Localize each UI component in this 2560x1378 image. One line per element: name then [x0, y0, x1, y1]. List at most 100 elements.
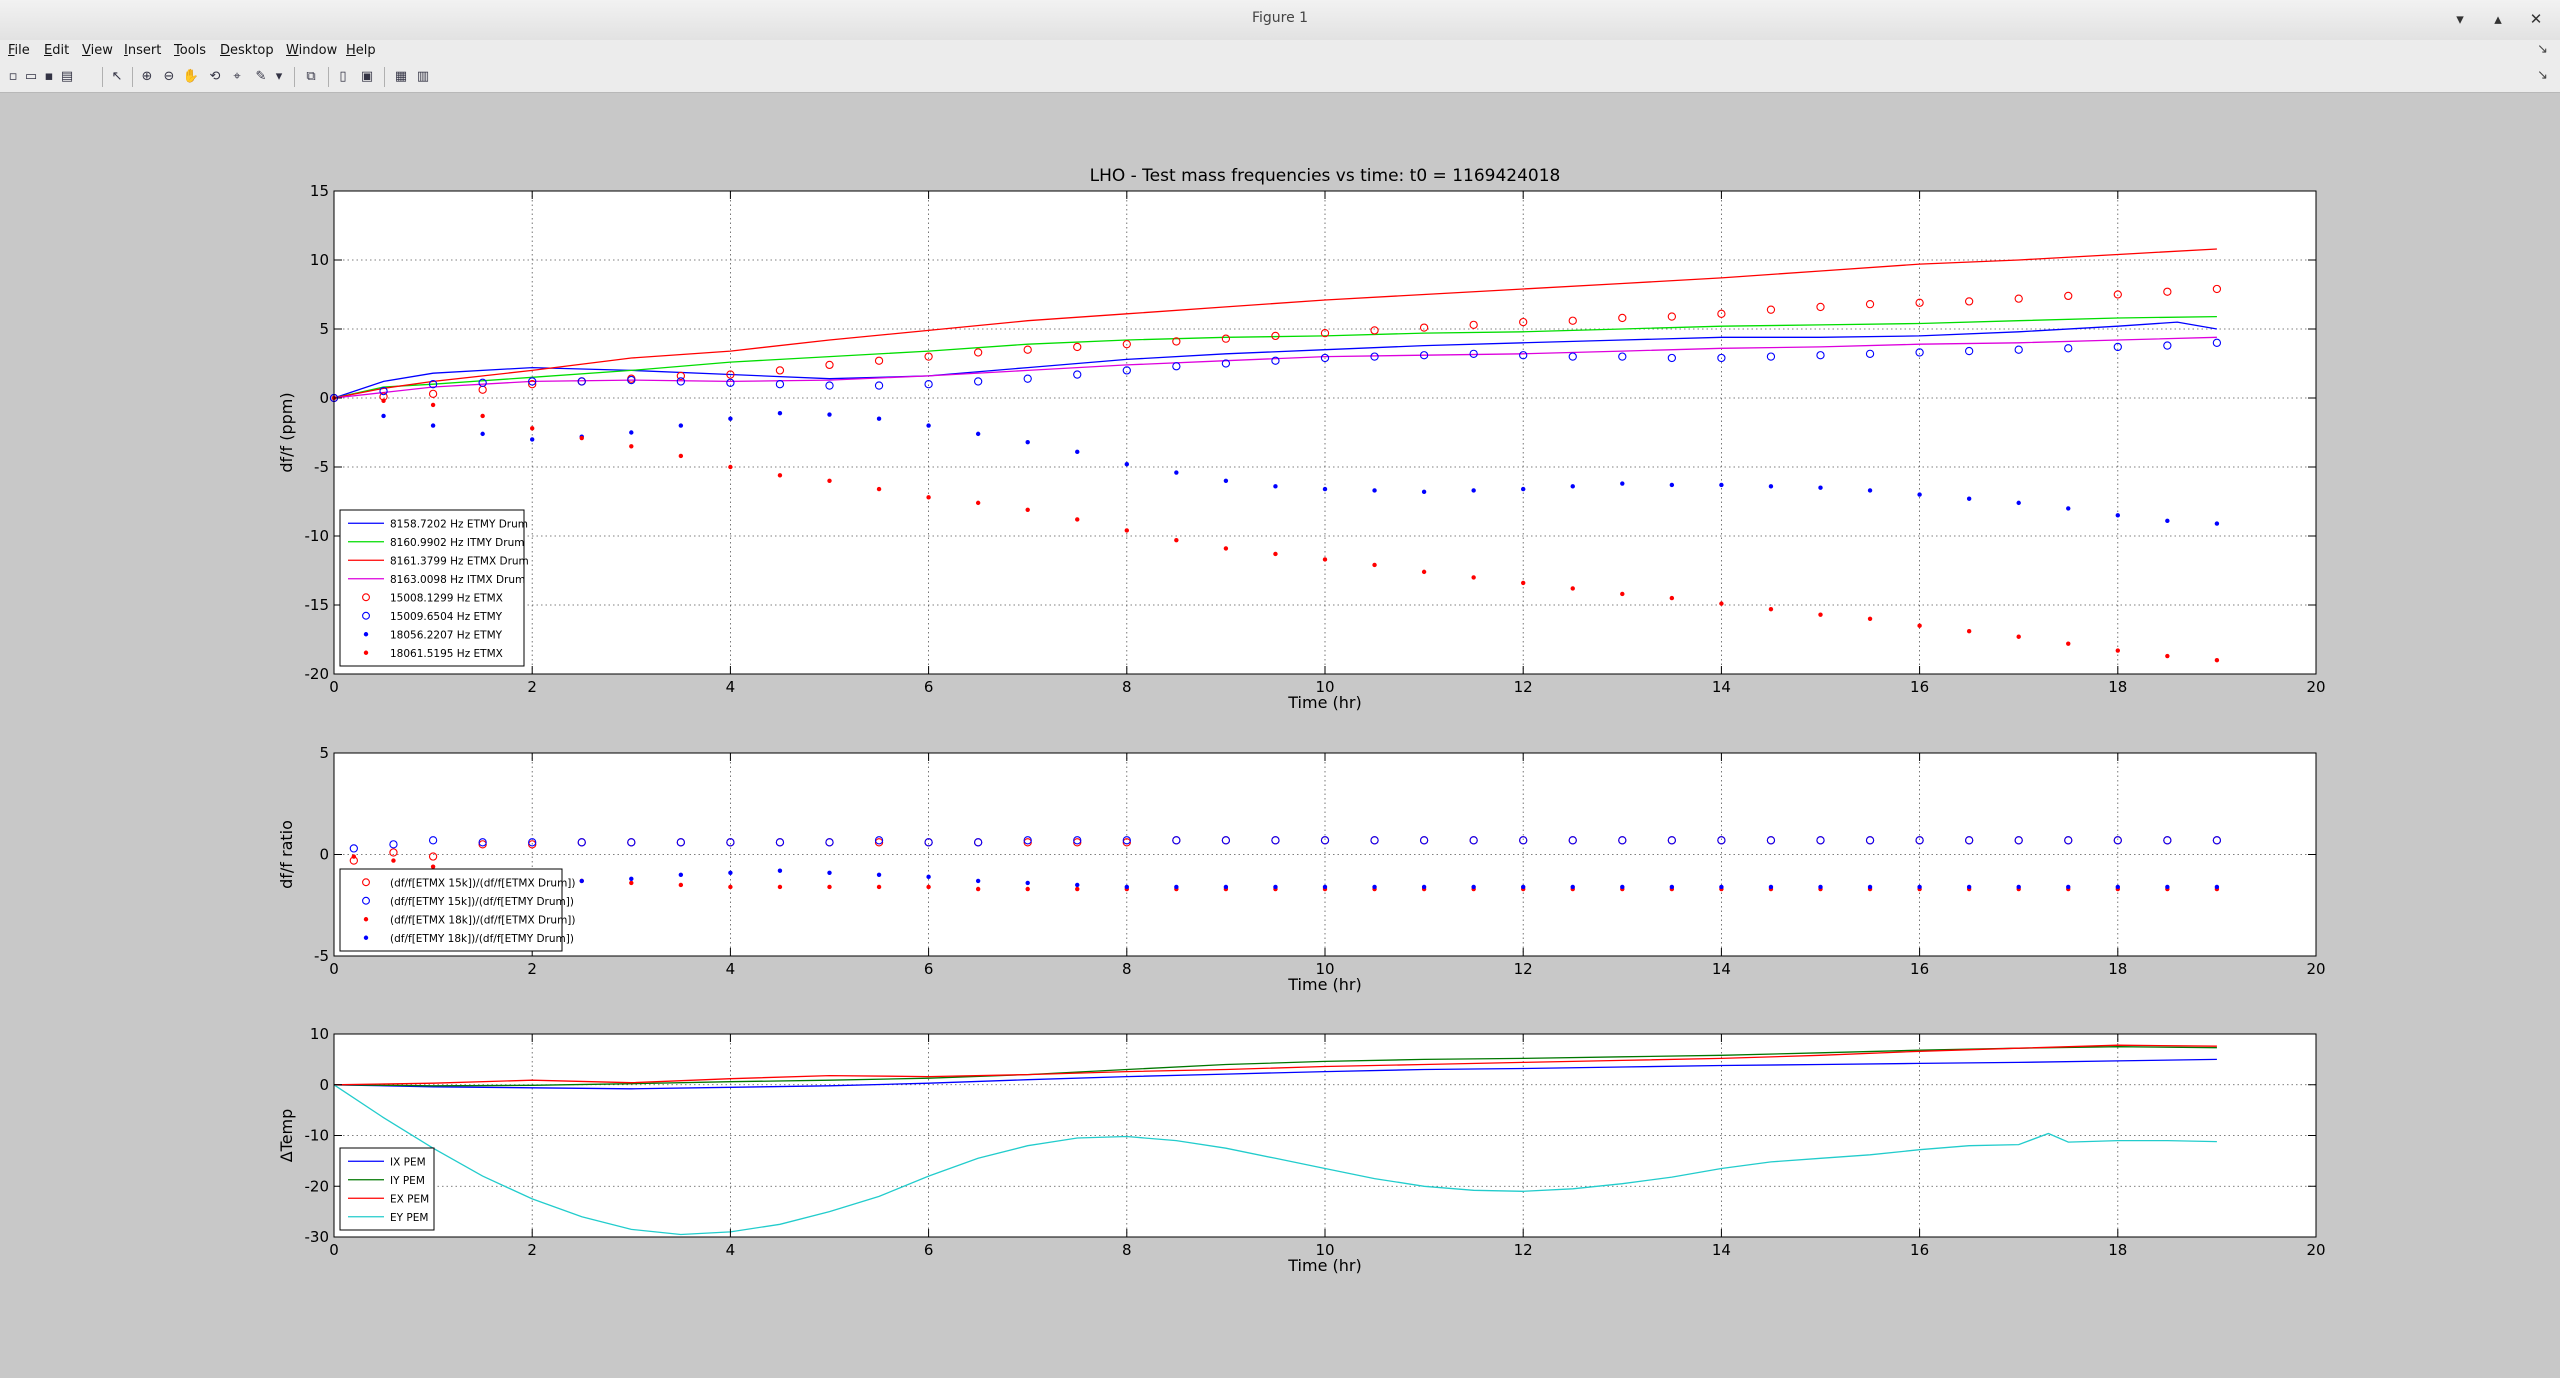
menu-window[interactable]: Window	[286, 43, 338, 58]
zoom-in-icon[interactable]: ⊕	[141, 68, 153, 84]
data-point	[579, 435, 584, 441]
x-tick-label: 20	[2306, 678, 2325, 696]
data-point	[777, 884, 783, 890]
data-point	[1719, 601, 1724, 606]
y-tick-label: -10	[305, 527, 330, 545]
data-point	[2064, 291, 2073, 301]
open-file-icon[interactable]: ▭	[24, 68, 38, 84]
menu-tools[interactable]: Tools	[174, 43, 207, 58]
data-point	[1122, 340, 1131, 349]
x-tick-label: 18	[2108, 678, 2127, 696]
data-point	[2064, 344, 2073, 353]
window-titlebar: Figure 1 ▾ ▴ ✕	[0, 0, 2560, 41]
data-point	[1124, 528, 1130, 533]
data-point	[777, 410, 783, 416]
data-point	[926, 423, 931, 428]
x-tick-label: 2	[527, 678, 537, 696]
data-point	[1124, 462, 1130, 467]
brush-icon[interactable]: ✎	[255, 68, 267, 84]
data-point	[1816, 351, 1825, 360]
data-point	[728, 416, 733, 421]
legend-icon[interactable]: ▣	[360, 68, 374, 84]
data-point	[2163, 287, 2172, 296]
data-point	[1471, 575, 1476, 580]
data-point	[726, 378, 735, 387]
chart-title: LHO - Test mass frequencies vs time: t0 …	[1090, 166, 1561, 186]
legend-swatch	[362, 878, 370, 887]
data-point	[1372, 488, 1377, 493]
legend-entry: 8161.3799 Hz ETMX Drum	[390, 555, 529, 567]
link-plot-icon[interactable]: ⧉	[306, 68, 316, 84]
brush-dropdown-icon[interactable]: ▾	[275, 68, 283, 84]
menu-view[interactable]: View	[82, 43, 113, 58]
data-point	[2066, 884, 2071, 890]
x-tick-label: 20	[2306, 960, 2325, 978]
data-point	[1025, 439, 1030, 445]
select-pointer-icon[interactable]: ↖	[111, 68, 123, 84]
undock-menu-icon[interactable]: ↘	[2537, 42, 2548, 57]
data-point	[1618, 836, 1627, 845]
data-point	[975, 500, 981, 506]
close-window-button[interactable]: ✕	[2529, 10, 2543, 28]
data-point	[1372, 884, 1377, 890]
data-point	[1766, 305, 1776, 314]
x-tick-label: 14	[1712, 960, 1731, 978]
data-point	[1717, 353, 1726, 363]
data-point	[1320, 836, 1330, 845]
legend: IX PEM IY PEM EX PEM EY PEM	[339, 1147, 435, 1231]
data-point	[1915, 348, 1924, 357]
data-point	[728, 884, 733, 890]
data-point	[428, 380, 438, 389]
data-point	[1271, 331, 1280, 341]
data-point	[1271, 836, 1280, 845]
data-point	[2014, 345, 2023, 354]
data-point	[2115, 513, 2120, 518]
save-icon[interactable]: ▪	[44, 68, 54, 84]
menu-help[interactable]: Help	[346, 43, 376, 58]
maximize-window-button[interactable]: ▴	[2494, 10, 2502, 28]
x-tick-label: 4	[726, 678, 736, 696]
data-point	[1568, 352, 1577, 361]
series-4	[333, 336, 2217, 399]
data-point	[2113, 836, 2122, 845]
data-point	[1521, 486, 1526, 492]
minimize-window-button[interactable]: ▾	[2456, 10, 2464, 28]
x-tick-label: 2	[527, 960, 537, 978]
rotate-3d-icon[interactable]: ⟲	[209, 68, 221, 84]
series-line	[333, 321, 2218, 399]
data-point	[1719, 482, 1724, 488]
data-point	[430, 402, 436, 408]
data-point	[1421, 489, 1427, 495]
menu-edit[interactable]: Edit	[44, 43, 70, 58]
data-point	[1174, 537, 1179, 543]
legend-entry: 8160.9902 Hz ITMY Drum	[390, 537, 524, 549]
legend-entry: (df/f[ETMX 18k])/(df/f[ETMX Drum])	[390, 914, 576, 926]
data-point	[777, 868, 783, 873]
x-tick-label: 4	[726, 1241, 736, 1259]
show-plot-tools-icon[interactable]: ▥	[416, 68, 430, 84]
print-icon[interactable]: ▤	[60, 68, 74, 84]
data-point	[1620, 884, 1625, 890]
data-point	[1618, 352, 1627, 361]
data-point	[528, 380, 537, 389]
data-point	[1717, 836, 1726, 845]
data-cursor-icon[interactable]: ⌖	[233, 68, 241, 84]
x-axis-label: Time (hr)	[1287, 693, 1361, 712]
y-tick-label: 0	[319, 846, 329, 864]
hide-plot-tools-icon[interactable]: ▦	[394, 68, 408, 84]
data-point	[924, 352, 933, 361]
new-figure-icon[interactable]: ▫	[8, 68, 18, 84]
undock-toolbar-icon[interactable]: ↘	[2537, 68, 2548, 83]
data-point	[775, 838, 785, 847]
data-point	[1519, 836, 1528, 845]
colorbar-icon[interactable]: ▯	[339, 68, 347, 84]
menu-file[interactable]: File	[8, 43, 30, 58]
data-point	[975, 878, 981, 884]
zoom-out-icon[interactable]: ⊖	[163, 68, 175, 84]
menu-desktop[interactable]: Desktop	[220, 43, 274, 58]
data-point	[728, 870, 733, 875]
pan-hand-icon[interactable]: ✋	[182, 68, 200, 84]
menu-insert[interactable]: Insert	[124, 43, 162, 58]
y-tick-label: -10	[305, 1127, 330, 1145]
data-point	[1669, 482, 1675, 488]
